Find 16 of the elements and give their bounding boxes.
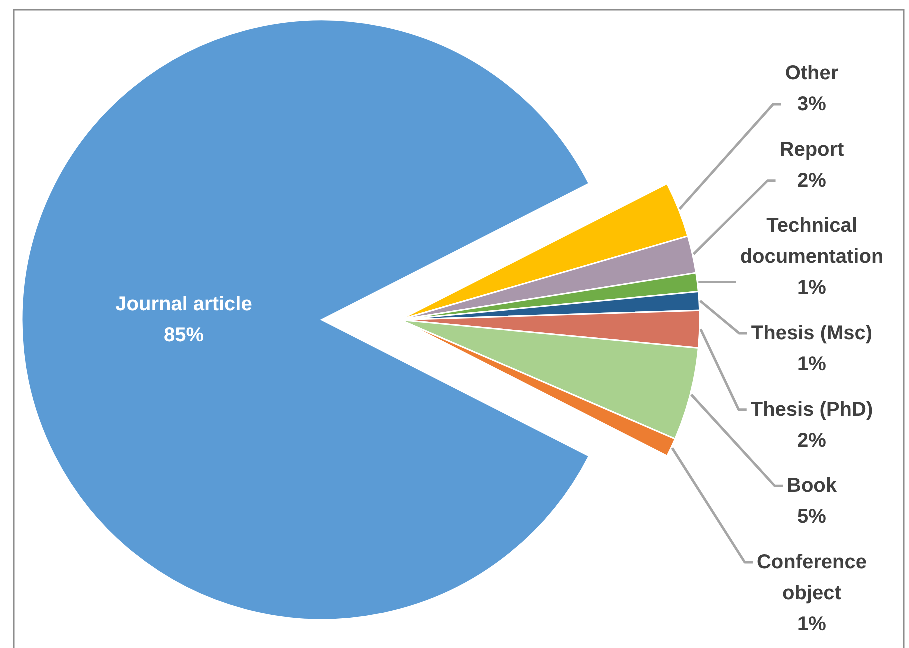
slice-label: Thesis (Msc) — [751, 322, 873, 344]
slice-label: Thesis (PhD) — [750, 398, 874, 421]
data-label: 85% — [164, 324, 204, 346]
data-label: 1% — [798, 614, 827, 636]
data-label: 2% — [798, 430, 827, 452]
slice-label: Other — [785, 62, 839, 84]
data-label: 1% — [798, 354, 827, 376]
data-label: 1% — [798, 277, 827, 300]
slice-label: Journal article — [116, 294, 252, 316]
slice-label: Technical documentation — [740, 215, 884, 268]
slice-label: Conference object — [756, 552, 868, 604]
data-label: 2% — [798, 170, 827, 192]
slice-label: Report — [780, 138, 845, 161]
slice-label: Book — [787, 475, 838, 498]
data-label: 3% — [798, 94, 827, 116]
data-label: 5% — [798, 506, 827, 528]
